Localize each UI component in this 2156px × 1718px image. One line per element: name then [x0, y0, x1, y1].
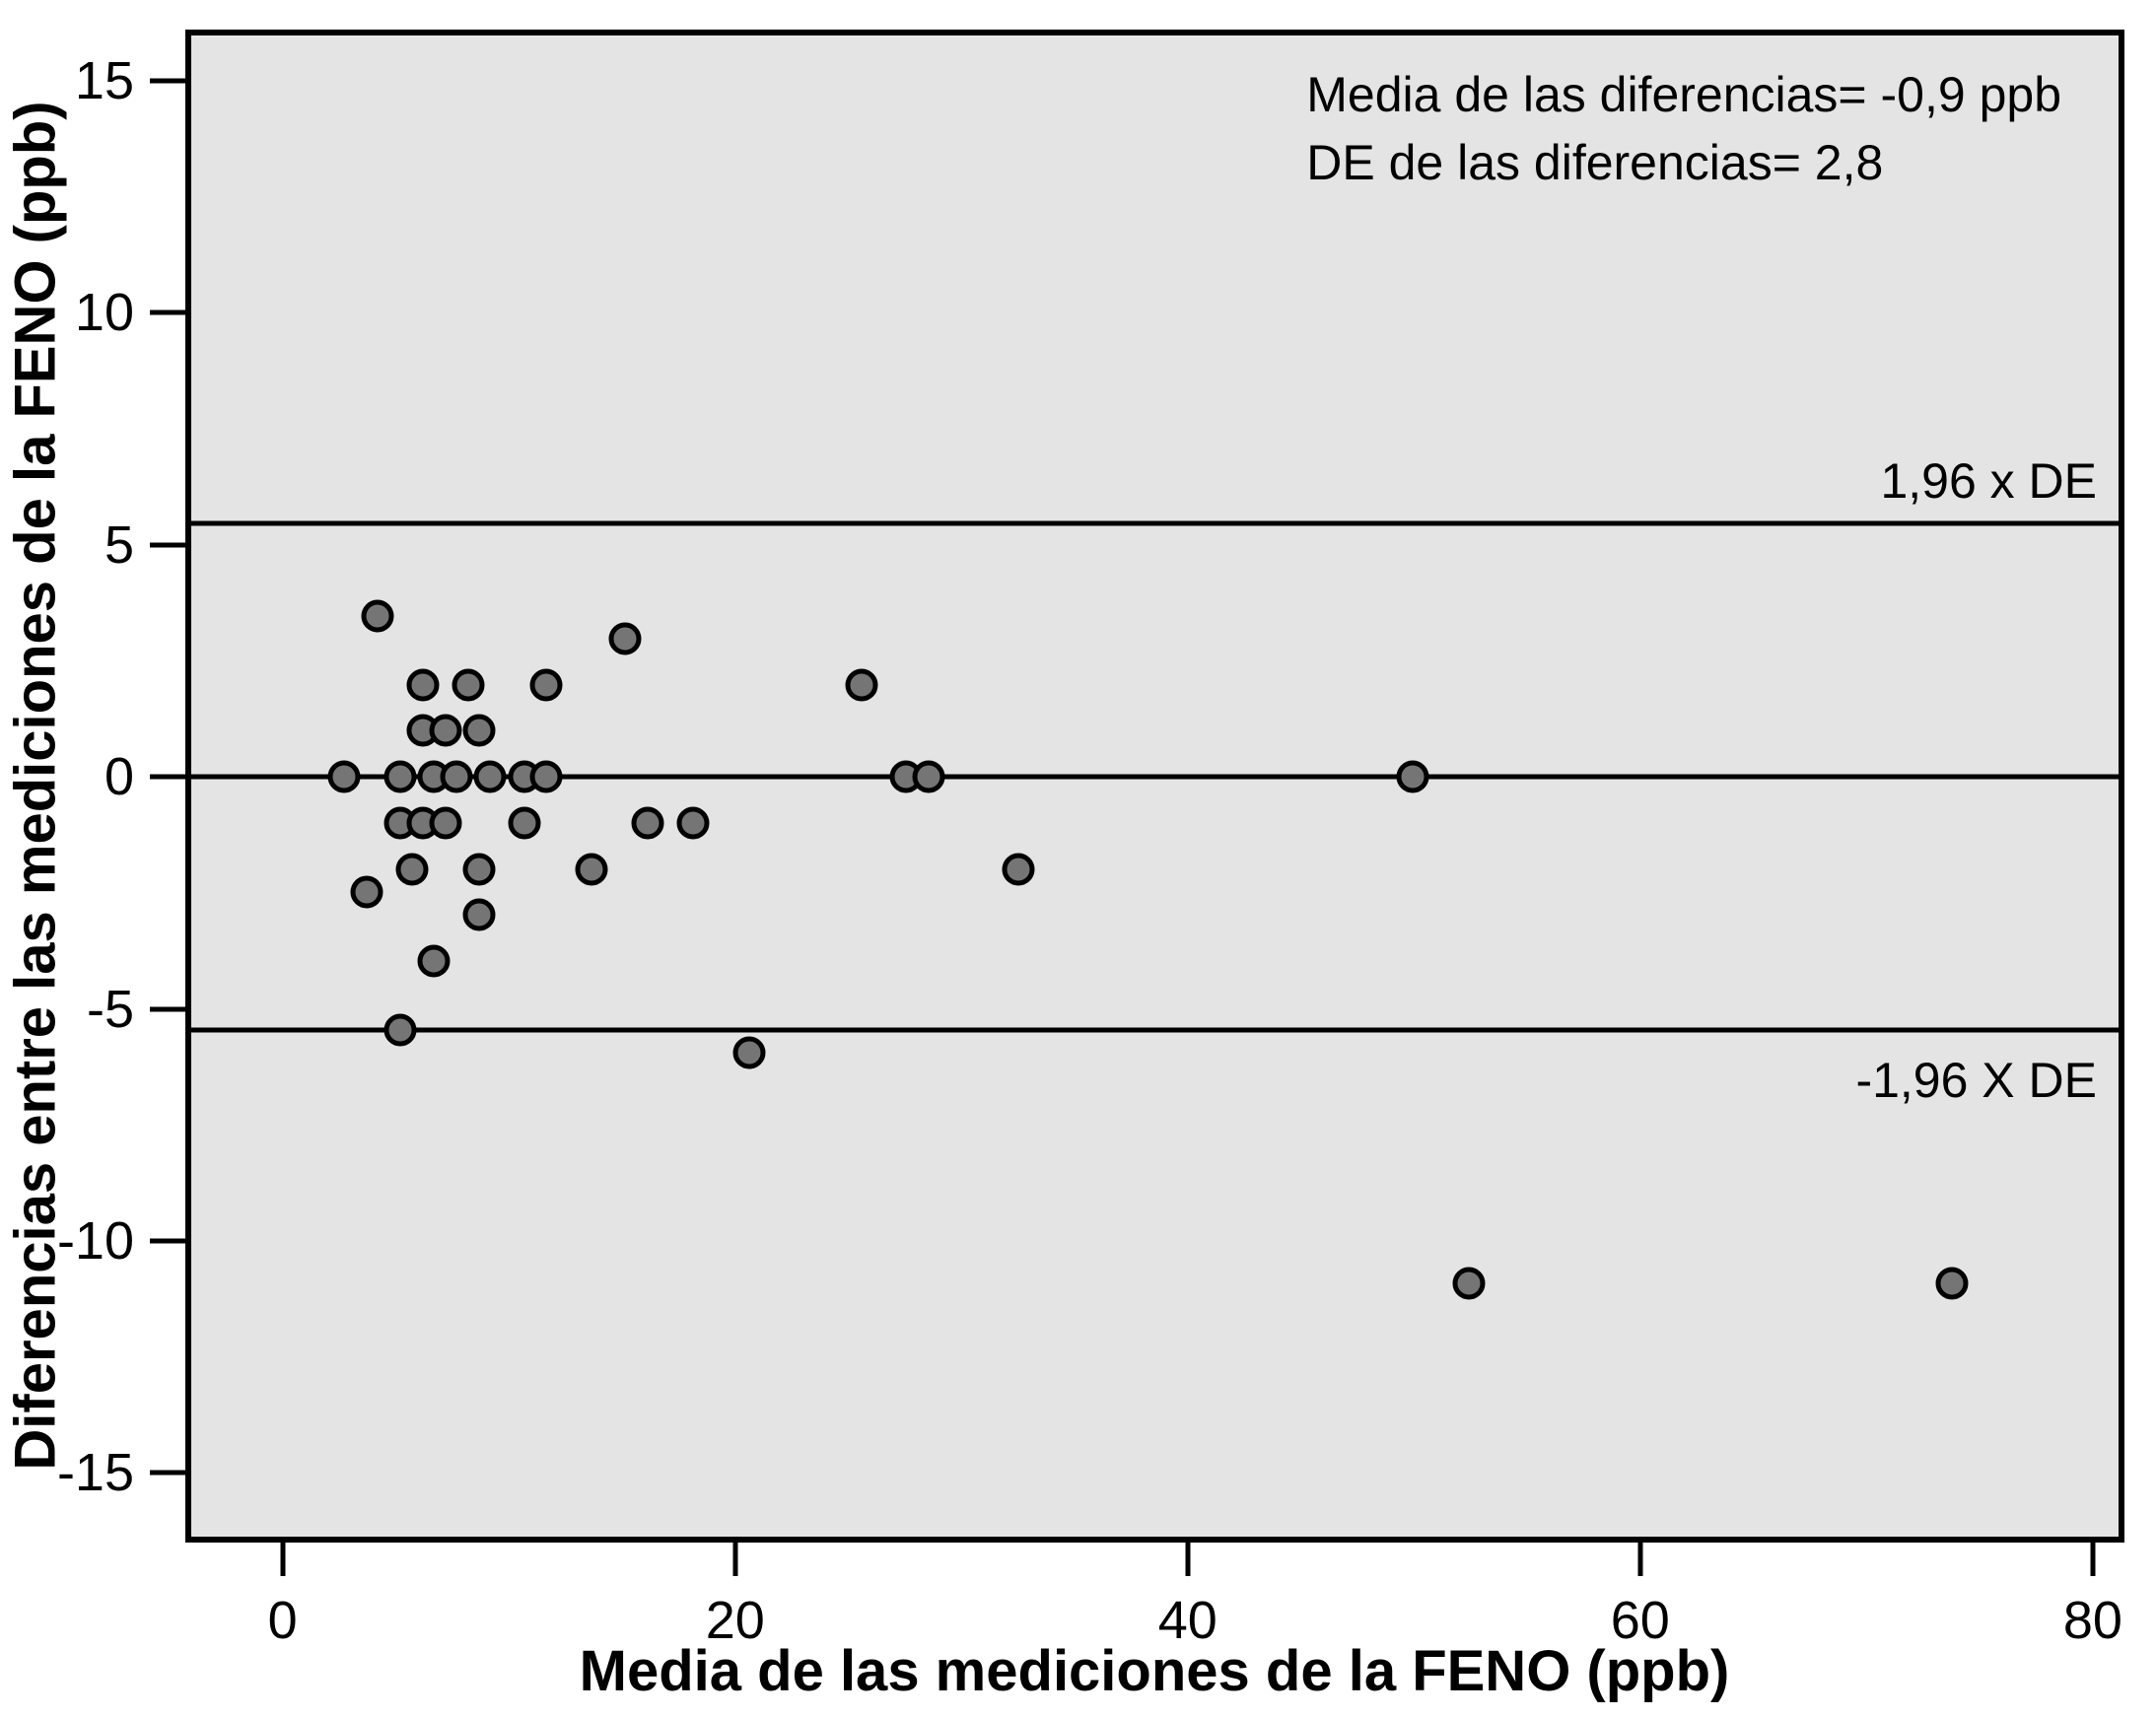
y-tick-mark	[150, 1006, 185, 1011]
x-tick-mark	[280, 1543, 286, 1576]
plot-canvas	[191, 35, 2119, 1537]
data-point	[361, 599, 394, 633]
data-point	[429, 806, 462, 840]
data-point	[575, 853, 608, 886]
data-point	[440, 760, 473, 793]
x-tick-mark	[732, 1543, 738, 1576]
x-tick-mark	[2090, 1543, 2096, 1576]
y-tick-label: 5	[104, 515, 134, 575]
x-tick-mark	[1637, 1543, 1643, 1576]
upper-limit-label: 1,96 x DE	[1880, 453, 2097, 510]
sd-difference-text: DE de las diferencias= 2,8	[1306, 135, 1884, 190]
y-tick-mark	[150, 542, 185, 548]
data-point	[395, 853, 429, 886]
data-point	[417, 760, 451, 793]
data-point	[529, 668, 563, 702]
y-tick-label: 15	[74, 50, 134, 110]
stats-annotation: Media de las diferencias= -0,9 ppb DE de…	[1306, 61, 2061, 197]
data-point	[462, 853, 496, 886]
mean-difference-text: Media de las diferencias= -0,9 ppb	[1306, 67, 2061, 122]
data-point	[912, 760, 945, 793]
x-tick-label: 0	[267, 1591, 298, 1650]
data-point	[350, 875, 383, 909]
x-tick-label: 80	[2062, 1591, 2122, 1650]
data-point	[429, 714, 462, 747]
y-tick-label: -5	[86, 979, 134, 1039]
data-point	[473, 760, 507, 793]
data-point	[529, 760, 563, 793]
data-point	[462, 714, 496, 747]
data-point	[1935, 1267, 1969, 1300]
y-tick-mark	[150, 1238, 185, 1244]
upper-limit-line	[191, 520, 2119, 526]
data-point	[676, 806, 710, 840]
data-point	[1002, 853, 1035, 886]
x-tick-label: 20	[705, 1591, 765, 1650]
data-point	[417, 944, 451, 978]
data-point	[1396, 760, 1429, 793]
x-tick-mark	[1185, 1543, 1191, 1576]
data-point	[608, 622, 642, 655]
lower-limit-label: -1,96 X DE	[1855, 1053, 2097, 1109]
plot-area: Media de las diferencias= -0,9 ppb DE de…	[185, 30, 2124, 1543]
data-point	[732, 1036, 766, 1069]
y-tick-label: -10	[56, 1210, 134, 1271]
data-point	[327, 760, 361, 793]
x-tick-label: 40	[1157, 1591, 1217, 1650]
lower-limit-line	[191, 1027, 2119, 1033]
y-tick-mark	[150, 1470, 185, 1476]
x-tick-label: 60	[1610, 1591, 1670, 1650]
data-point	[383, 1013, 417, 1047]
data-point	[452, 668, 485, 702]
y-tick-mark	[150, 309, 185, 315]
y-tick-label: 10	[74, 283, 134, 343]
y-axis-ticks: 15 10 5 0 -5 -10 -15	[0, 30, 185, 1543]
y-tick-label: 0	[104, 747, 134, 807]
data-point	[406, 668, 440, 702]
data-point	[631, 806, 664, 840]
x-axis-title: Media de las mediciones de la FENO (ppb)	[579, 1639, 1730, 1703]
data-point	[1452, 1267, 1486, 1300]
y-tick-mark	[150, 78, 185, 84]
data-point	[508, 806, 541, 840]
data-point	[462, 898, 496, 931]
data-point	[383, 760, 417, 793]
data-point	[845, 668, 878, 702]
zero-reference-line	[191, 774, 2119, 780]
y-tick-mark	[150, 774, 185, 780]
y-tick-label: -15	[56, 1443, 134, 1503]
